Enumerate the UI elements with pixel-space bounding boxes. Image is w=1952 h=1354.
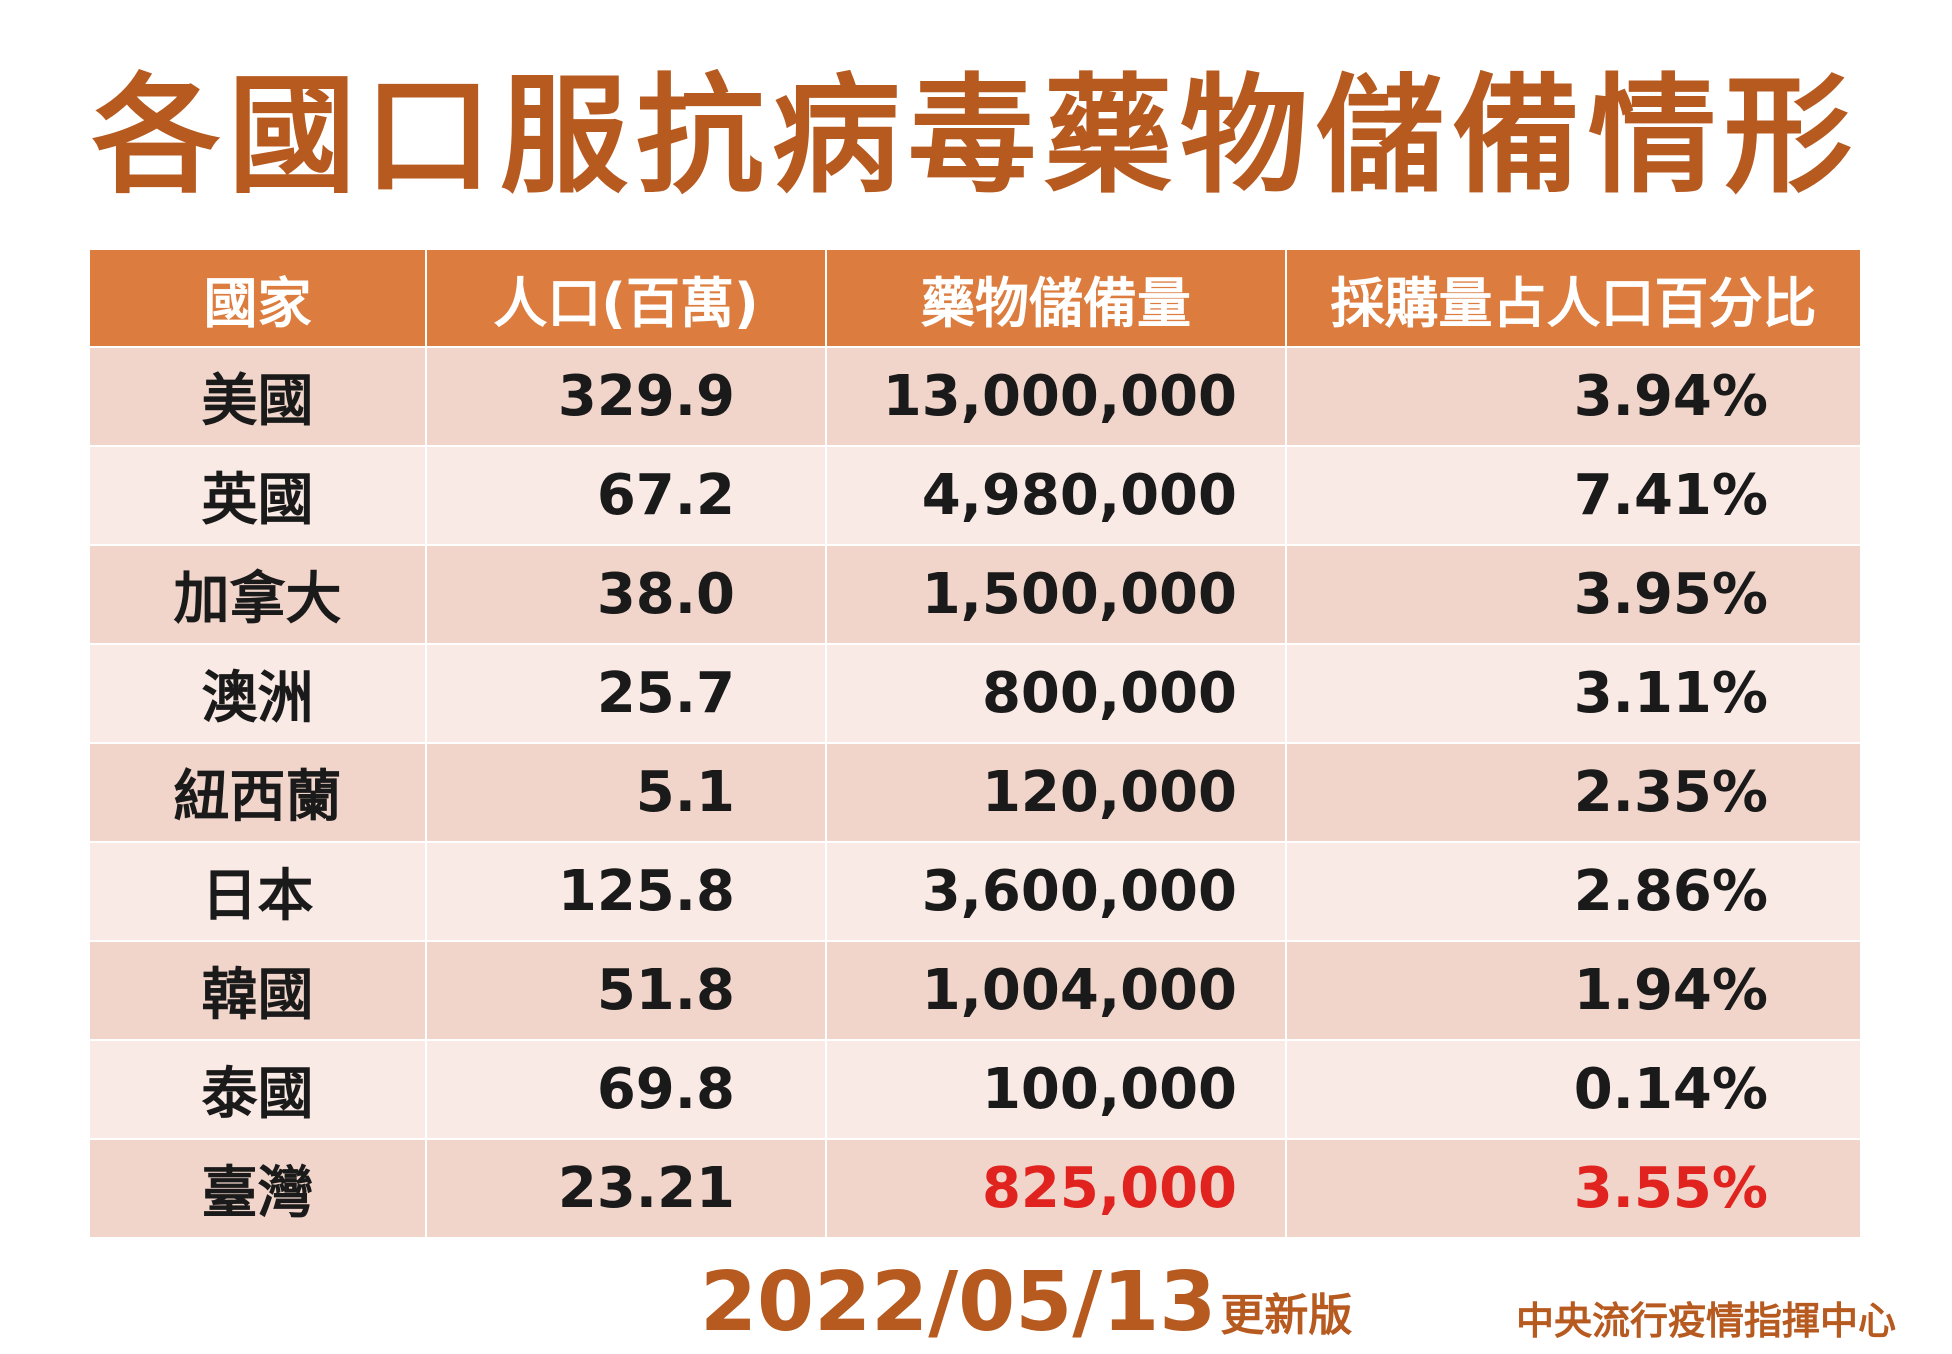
cell-country: 美國 (90, 347, 427, 447)
cell-percent: 3.94% (1286, 347, 1860, 447)
cell-population: 25.7 (426, 644, 827, 744)
header-country: 國家 (90, 250, 427, 348)
date-suffix: 更新版 (1220, 1290, 1353, 1341)
cell-stockpile: 4,980,000 (826, 446, 1287, 546)
cell-country: 韓國 (90, 941, 427, 1041)
cell-stockpile: 13,000,000 (826, 347, 1287, 447)
cell-percent-highlight: 3.55% (1286, 1139, 1860, 1239)
cell-percent: 0.14% (1286, 1040, 1860, 1140)
cell-stockpile: 1,004,000 (826, 941, 1287, 1041)
header-percent: 採購量占人口百分比 (1286, 250, 1860, 348)
update-date: 2022/05/13更新版 (700, 1255, 1352, 1350)
cell-population: 51.8 (426, 941, 827, 1041)
table-row: 泰國 69.8 100,000 0.14% (90, 1040, 1860, 1140)
table-row-highlighted: 臺灣 23.21 825,000 3.55% (90, 1139, 1860, 1239)
cell-population: 69.8 (426, 1040, 827, 1140)
page-title: 各國口服抗病毒藥物儲備情形 (91, 62, 1860, 211)
cell-country: 日本 (90, 842, 427, 942)
cell-population: 5.1 (426, 743, 827, 843)
cell-country: 紐西蘭 (90, 743, 427, 843)
cell-stockpile: 3,600,000 (826, 842, 1287, 942)
cell-country: 泰國 (90, 1040, 427, 1140)
table-header-row: 國家 人口(百萬) 藥物儲備量 採購量占人口百分比 (90, 250, 1860, 348)
header-stockpile: 藥物儲備量 (826, 250, 1287, 348)
cell-percent: 3.95% (1286, 545, 1860, 645)
stockpile-table: 國家 人口(百萬) 藥物儲備量 採購量占人口百分比 美國 329.9 13,00… (90, 250, 1860, 1239)
table-row: 英國 67.2 4,980,000 7.41% (90, 446, 1860, 546)
cell-percent: 2.35% (1286, 743, 1860, 843)
cell-population: 23.21 (426, 1139, 827, 1239)
table-row: 澳洲 25.7 800,000 3.11% (90, 644, 1860, 744)
cell-stockpile-highlight: 825,000 (826, 1139, 1287, 1239)
cell-percent: 1.94% (1286, 941, 1860, 1041)
cell-country: 澳洲 (90, 644, 427, 744)
cell-percent: 3.11% (1286, 644, 1860, 744)
cell-population: 67.2 (426, 446, 827, 546)
cell-country: 臺灣 (90, 1139, 427, 1239)
table-row: 紐西蘭 5.1 120,000 2.35% (90, 743, 1860, 843)
cell-stockpile: 1,500,000 (826, 545, 1287, 645)
cell-stockpile: 800,000 (826, 644, 1287, 744)
cell-country: 英國 (90, 446, 427, 546)
table-row: 日本 125.8 3,600,000 2.86% (90, 842, 1860, 942)
header-population: 人口(百萬) (426, 250, 827, 348)
cell-country: 加拿大 (90, 545, 427, 645)
cell-population: 329.9 (426, 347, 827, 447)
cell-population: 38.0 (426, 545, 827, 645)
date-text: 2022/05/13 (700, 1255, 1217, 1350)
cell-percent: 2.86% (1286, 842, 1860, 942)
cell-stockpile: 120,000 (826, 743, 1287, 843)
agency-name: 中央流行疫情指揮中心 (1515, 1299, 1896, 1343)
table-row: 加拿大 38.0 1,500,000 3.95% (90, 545, 1860, 645)
table-row: 美國 329.9 13,000,000 3.94% (90, 347, 1860, 447)
cell-stockpile: 100,000 (826, 1040, 1287, 1140)
table-row: 韓國 51.8 1,004,000 1.94% (90, 941, 1860, 1041)
cell-population: 125.8 (426, 842, 827, 942)
cell-percent: 7.41% (1286, 446, 1860, 546)
